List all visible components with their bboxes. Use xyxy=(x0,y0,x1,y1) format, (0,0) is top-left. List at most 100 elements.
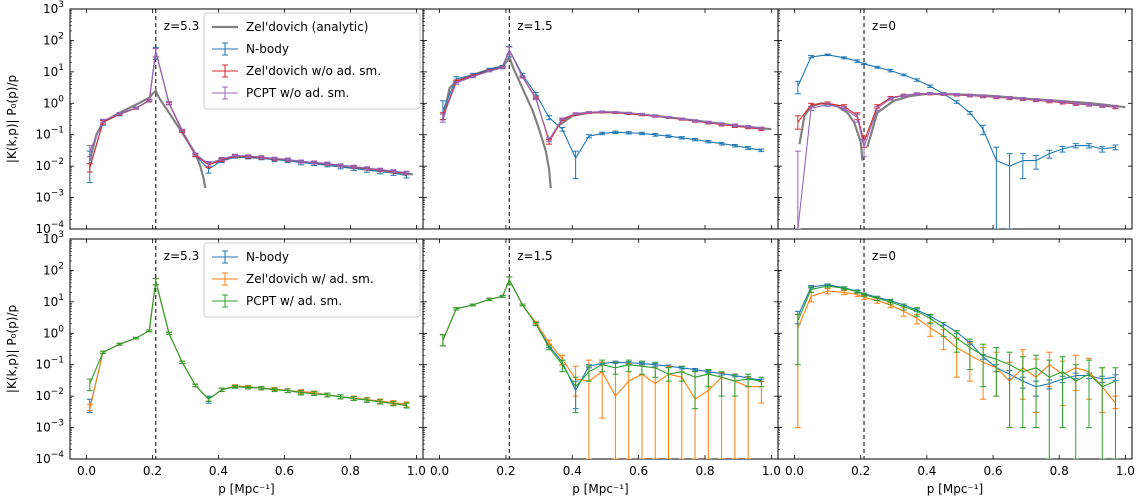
error-bar xyxy=(231,153,238,158)
panel-frame xyxy=(777,8,1133,230)
y-tick-label: 101 xyxy=(43,63,64,79)
series-line xyxy=(442,49,762,143)
error-bar xyxy=(841,289,848,296)
error-bar xyxy=(745,125,752,129)
error-bar xyxy=(1099,103,1106,108)
legend-item: Zel'dovich w/o ad. sm. xyxy=(212,64,381,78)
error-bar xyxy=(271,156,278,161)
error-bar xyxy=(927,313,934,325)
panel-frame xyxy=(777,238,1133,460)
error-bar xyxy=(1099,146,1106,153)
error-bar xyxy=(86,378,93,392)
y-tick-label: 10−4 xyxy=(35,220,64,236)
x-tick-label: 0.0 xyxy=(430,464,449,478)
x-tick-label: 0.8 xyxy=(1050,464,1069,478)
series-zel-dovich-analytic- xyxy=(88,89,207,189)
error-bar xyxy=(927,84,934,88)
error-bar xyxy=(824,288,831,295)
error-bar xyxy=(887,68,894,73)
series-zel-dovich-analytic- xyxy=(798,102,864,161)
error-bar xyxy=(745,146,752,150)
error-bar xyxy=(625,111,632,115)
error-bar xyxy=(350,395,357,401)
error-bar xyxy=(439,334,446,347)
error-bar xyxy=(152,278,159,286)
x-axis-label: p [Mpc⁻¹] xyxy=(218,482,275,496)
x-tick-label: 0.0 xyxy=(77,464,96,478)
error-bar xyxy=(165,100,172,105)
error-bar xyxy=(718,371,725,397)
error-bar xyxy=(1033,97,1040,102)
plot-area xyxy=(86,46,414,189)
series-zel-dovich-w-o-ad-sm- xyxy=(439,46,765,145)
y-tick-label: 101 xyxy=(43,293,64,309)
error-bar xyxy=(1006,351,1013,429)
error-bar xyxy=(900,303,907,311)
error-bar xyxy=(585,110,592,114)
legend-item: PCPT w/ ad. sm. xyxy=(212,294,342,308)
analytic-line xyxy=(798,102,864,161)
error-bar xyxy=(377,167,384,172)
error-bar xyxy=(993,146,1000,229)
series-zel-dovich-analytic-tail xyxy=(866,92,1126,148)
panel-0-0: 10−4 10−3 10−2 10−1 100 101 102 103 |K(k,p)| P₀(… xyxy=(5,0,424,236)
error-bar xyxy=(861,292,868,297)
error-bar xyxy=(165,331,172,335)
error-bar xyxy=(486,297,493,302)
error-bar xyxy=(205,161,212,167)
error-bar xyxy=(218,156,225,162)
error-bar xyxy=(638,131,645,136)
plot-area xyxy=(86,278,410,414)
legend-label: N-body xyxy=(246,250,289,264)
error-bar xyxy=(993,95,1000,99)
error-bar xyxy=(841,56,848,60)
error-bar xyxy=(390,400,397,407)
error-bar xyxy=(532,97,539,101)
error-bar xyxy=(612,130,619,134)
error-bar xyxy=(1006,153,1013,229)
error-bar xyxy=(678,365,685,382)
error-bar xyxy=(218,387,225,393)
error-bar xyxy=(854,289,861,294)
error-bar xyxy=(808,55,815,59)
error-bar xyxy=(99,118,106,123)
legend-item: Zel'dovich (analytic) xyxy=(212,20,368,34)
panel-0-1: z=1.5 xyxy=(422,8,779,230)
error-bar xyxy=(453,307,460,311)
legend-label: PCPT w/o ad. sm. xyxy=(246,86,349,100)
error-bar xyxy=(874,295,881,302)
error-bar xyxy=(179,360,186,364)
x-tick-label: 0.8 xyxy=(695,464,714,478)
error-bar xyxy=(705,140,712,144)
legend-box xyxy=(203,12,421,110)
error-bar xyxy=(900,94,907,98)
error-bar xyxy=(824,102,831,107)
legend-item: N-body xyxy=(212,250,289,264)
series-line xyxy=(442,49,762,141)
error-bar xyxy=(519,75,526,79)
series-pcpt-w-ad-sm- xyxy=(794,283,1119,459)
panel-1-1: 0.0 0.2 0.4 0.6 0.8 1.0 p [Mpc⁻¹] z=1.5 xyxy=(422,238,781,496)
error-bar xyxy=(625,362,632,459)
error-bar xyxy=(192,383,199,388)
error-bar xyxy=(940,322,947,337)
error-bar xyxy=(692,119,699,123)
error-bar xyxy=(439,113,446,123)
error-bar xyxy=(559,117,566,121)
panel-1-0: 10−4 10−3 10−2 10−1 100 101 102 103 0.0 0.2 0.4 0.6… xyxy=(5,230,426,496)
error-bar xyxy=(284,388,291,394)
y-tick-label: 10−2 xyxy=(35,157,64,173)
y-axis-label: |K(k,p)| P₀(p)/p xyxy=(5,305,19,393)
y-tick-label: 10−1 xyxy=(35,126,64,142)
error-bar xyxy=(665,115,672,119)
panel-label: z=5.3 xyxy=(164,249,199,263)
error-bar xyxy=(403,402,410,409)
plot-area xyxy=(439,45,772,189)
error-bar xyxy=(652,132,659,137)
legend-item: PCPT w/o ad. sm. xyxy=(212,86,349,100)
error-bar xyxy=(1033,354,1040,429)
error-bar xyxy=(1046,149,1053,159)
error-bar xyxy=(350,164,357,169)
series-pcpt-w-ad-sm- xyxy=(86,278,410,409)
